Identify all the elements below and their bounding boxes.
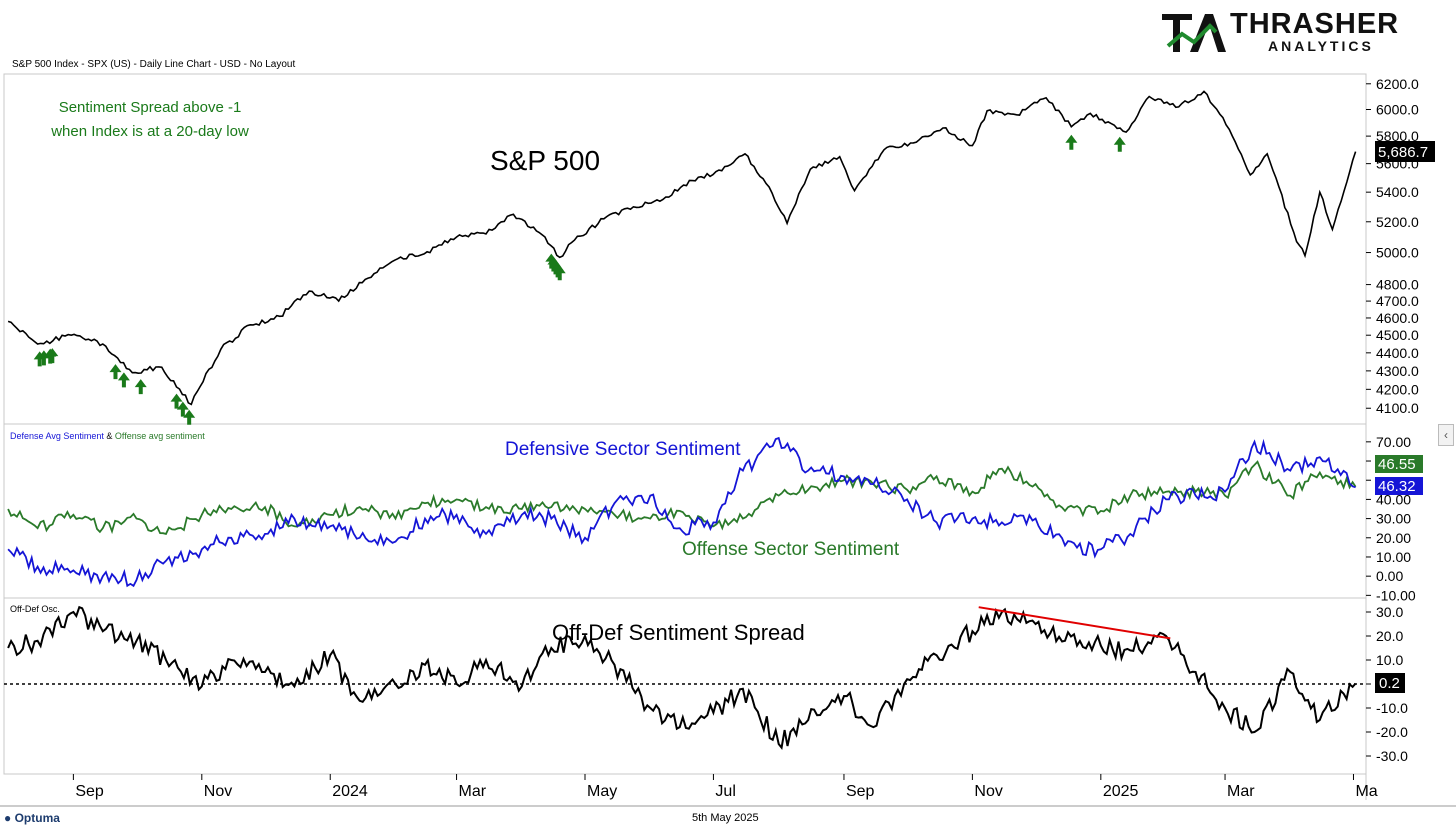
- logo-wordmark: THRASHER: [1230, 8, 1400, 40]
- defense-sentiment-line: [7, 436, 1356, 588]
- price-axis-label: 4800.0: [1376, 277, 1419, 293]
- legend-defense: Defense Avg Sentiment: [10, 431, 104, 441]
- price-axis-label: 5000.0: [1376, 245, 1419, 261]
- signal-arrow-icon: [117, 372, 130, 388]
- time-axis-label: May: [587, 783, 617, 800]
- signal-arrow-icon: [134, 379, 147, 395]
- time-axis-label: Jul: [715, 783, 735, 800]
- sentiment-axis-label: 0.00: [1376, 568, 1403, 584]
- osc-axis-label: 20.0: [1376, 628, 1403, 644]
- sentiment-axis-label: 40.00: [1376, 491, 1411, 507]
- price-axis-label: 5800.0: [1376, 128, 1419, 144]
- signal-annotation-line-2: when Index is at a 20-day low: [50, 123, 249, 140]
- offense-sentiment-line: [7, 460, 1357, 535]
- collapse-panel-button[interactable]: ‹: [1438, 424, 1454, 446]
- signal-arrow-icon: [553, 265, 566, 281]
- signal-arrow-icon: [170, 393, 183, 409]
- price-axis-label: 4600.0: [1376, 310, 1419, 326]
- price-last-value: 5,686.7: [1378, 144, 1428, 161]
- time-axis-label: Nov: [974, 783, 1002, 800]
- sentiment-legend: Defense Avg Sentiment & Offense avg sent…: [10, 431, 205, 441]
- sentiment-axis-label: 70.00: [1376, 434, 1411, 450]
- legend-separator: &: [104, 431, 115, 441]
- time-axis-label: Sep: [75, 783, 104, 800]
- signal-arrow-icon: [176, 401, 189, 417]
- signal-arrow-icon: [183, 409, 196, 425]
- offense-sentiment-annotation: Offense Sector Sentiment: [682, 539, 900, 560]
- sentiment-axis-label: 10.00: [1376, 549, 1411, 565]
- price-axis-label: 4200.0: [1376, 381, 1419, 397]
- osc-axis-label: 10.0: [1376, 652, 1403, 668]
- osc-axis-label: 30.0: [1376, 604, 1403, 620]
- spread-annotation: Off-Def Sentiment Spread: [552, 620, 805, 645]
- footer-date: 5th May 2025: [692, 812, 759, 824]
- osc-last-value: 0.2: [1379, 675, 1400, 692]
- defense-last-value-box: [1375, 477, 1423, 495]
- off-def-spread-line: [7, 605, 1357, 750]
- signal-arrow-icon: [1065, 134, 1078, 150]
- price-axis-label: 4700.0: [1376, 293, 1419, 309]
- time-axis-label: Nov: [204, 783, 232, 800]
- osc-axis-label: -10.0: [1376, 700, 1408, 716]
- time-axis-label: 2025: [1103, 783, 1139, 800]
- time-axis-label: Mar: [1227, 783, 1255, 800]
- logo-subtext: ANALYTICS: [1268, 38, 1374, 54]
- sp500-label: S&P 500: [490, 145, 600, 176]
- signal-arrow-icon: [37, 350, 50, 366]
- divergence-trend-line: [978, 606, 1171, 640]
- sp500-price-line: [7, 90, 1357, 406]
- defense-last-value: 46.32: [1378, 478, 1416, 495]
- signal-arrow-icon: [46, 348, 59, 364]
- price-axis-label: 6200.0: [1376, 76, 1419, 92]
- legend-offense: Offense avg sentiment: [115, 431, 205, 441]
- sentiment-axis-label: 20.00: [1376, 530, 1411, 546]
- chart-header-title: S&P 500 Index - SPX (US) - Daily Line Ch…: [12, 59, 296, 70]
- price-axis-label: 4100.0: [1376, 400, 1419, 416]
- offense-last-value-box: [1375, 455, 1423, 473]
- time-axis-label: Ma: [1355, 783, 1377, 800]
- optuma-brand-icon: ●: [4, 811, 12, 825]
- optuma-logo: ● Optuma: [4, 811, 60, 825]
- signal-annotation-line-1: Sentiment Spread above -1: [59, 99, 242, 116]
- price-axis-label: 4300.0: [1376, 363, 1419, 379]
- signal-arrow-icon: [1113, 136, 1126, 152]
- price-last-value-box: [1375, 141, 1435, 162]
- signal-arrow-icon: [33, 351, 46, 367]
- sentiment-axis-label: 30.00: [1376, 511, 1411, 527]
- time-axis-label: 2024: [332, 783, 368, 800]
- signal-arrow-icon: [44, 348, 57, 364]
- ta-logo-mark-icon: [1162, 14, 1226, 52]
- optuma-brand-text: Optuma: [14, 811, 60, 825]
- price-axis-label: 6000.0: [1376, 102, 1419, 118]
- signal-arrow-icon: [109, 364, 122, 380]
- sentiment-axis-label: -10.00: [1376, 587, 1416, 603]
- time-axis-label: Mar: [459, 783, 487, 800]
- price-axis-label: 4500.0: [1376, 327, 1419, 343]
- osc-axis-label: -20.0: [1376, 724, 1408, 740]
- offense-last-value: 46.55: [1378, 456, 1416, 473]
- price-axis-label: 4400.0: [1376, 345, 1419, 361]
- thrasher-logo: THRASHER ANALYTICS: [1160, 6, 1410, 56]
- osc-legend: Off-Def Osc.: [10, 604, 60, 614]
- time-axis-label: Sep: [846, 783, 875, 800]
- defensive-sentiment-annotation: Defensive Sector Sentiment: [505, 439, 741, 460]
- price-axis-label: 5400.0: [1376, 184, 1419, 200]
- osc-axis-label: -30.0: [1376, 748, 1408, 764]
- price-axis-label: 5200.0: [1376, 214, 1419, 230]
- osc-last-value-box: [1375, 673, 1405, 693]
